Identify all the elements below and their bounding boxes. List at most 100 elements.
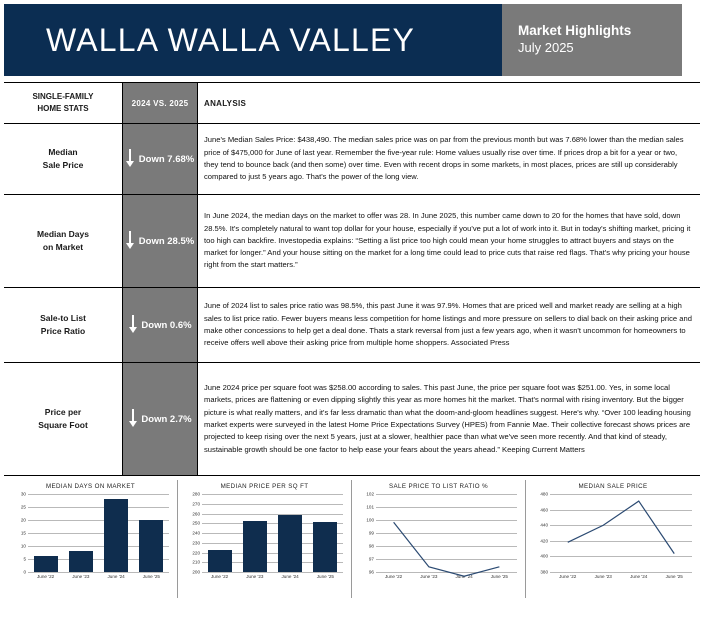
chart-title: SALE PRICE TO LIST RATIO % — [389, 483, 488, 490]
chart-y-tick-label: 250 — [192, 520, 200, 526]
row-label-line1: Median Days — [37, 229, 89, 240]
chart-plot-area: 200 210 220 230 240 250 260 270 280 — [192, 492, 343, 575]
chart-gridline — [28, 494, 169, 495]
chart-x-axis: June '22 June '23 June '24 June '25 — [550, 574, 692, 579]
chart-y-tick-label: 99 — [368, 530, 374, 536]
chart-plot-area: 0 5 10 15 20 25 30 — [21, 492, 169, 575]
chart-x-tick-label: June '22 — [559, 574, 577, 579]
chart-gridline — [202, 503, 343, 505]
chart-gridline — [550, 540, 692, 542]
column-header-stat-line2: HOME STATS — [37, 104, 89, 113]
column-header-stat: SINGLE-FAMILY HOME STATS — [4, 83, 122, 123]
chart-title: MEDIAN SALE PRICE — [578, 483, 648, 490]
chart-x-tick-label: June '23 — [594, 574, 612, 579]
analysis-text: June's Median Sales Price: $438,490. The… — [204, 135, 684, 182]
chart-gridline — [550, 494, 692, 495]
chart-gridline — [376, 559, 517, 560]
chart-bar — [313, 522, 338, 572]
chart-x-axis: June '22 June '23 June '24 June '25 — [202, 574, 343, 579]
chart-gridline — [202, 552, 343, 554]
chart-gridline — [202, 523, 343, 525]
chart-gridline — [28, 572, 169, 573]
column-header-change: 2024 VS. 2025 — [122, 83, 198, 123]
chart-median-sale-price: MEDIAN SALE PRICE 380 400 420 440 460 480 Jun… — [526, 480, 700, 598]
chart-y-tick-label: 270 — [192, 501, 200, 507]
change-cell: Down 7.68% — [122, 124, 198, 194]
chart-gridline — [202, 513, 343, 515]
market-highlights-page: WALLA WALLA VALLEY Market Highlights Jul… — [0, 4, 704, 598]
chart-bar — [139, 520, 164, 572]
table-header-row: SINGLE-FAMILY HOME STATS 2024 VS. 2025 A… — [4, 83, 700, 124]
chart-title: MEDIAN PRICE PER SQ FT — [220, 483, 309, 490]
chart-gridline — [202, 494, 343, 495]
chart-y-tick-label: 380 — [540, 569, 548, 575]
chart-x-axis: June '22 June '23 June '24 June '25 — [28, 574, 169, 579]
chart-gridline — [376, 533, 517, 534]
chart-gridline — [202, 542, 343, 544]
column-header-stat-line1: SINGLE-FAMILY — [32, 92, 94, 101]
stats-table: SINGLE-FAMILY HOME STATS 2024 VS. 2025 A… — [4, 82, 700, 476]
chart-x-tick-label: June '25 — [490, 574, 508, 579]
chart-y-tick-label: 440 — [540, 522, 548, 528]
chart-title: MEDIAN DAYS ON MARKET — [45, 483, 136, 490]
chart-line-series — [376, 494, 517, 635]
chart-bar — [207, 549, 232, 572]
chart-y-tick-label: 25 — [20, 504, 26, 510]
chart-x-tick-label: June '23 — [72, 574, 90, 579]
chart-y-tick-label: 10 — [20, 543, 26, 549]
row-label-median-days-on-market: Median Days on Market — [4, 195, 122, 287]
change-cell: Down 28.5% — [122, 195, 198, 287]
chart-bar — [104, 499, 129, 572]
chart-plot-area: 96 97 98 99 100 101 102 — [366, 492, 517, 573]
arrow-down-icon — [128, 409, 137, 429]
chart-x-tick-label: June '24 — [107, 574, 125, 579]
chart-gridline — [28, 546, 169, 547]
chart-y-tick-label: 98 — [368, 543, 374, 549]
table-row: Median Days on Market Down 28.5% In June… — [4, 195, 700, 288]
row-label-price-per-square-foot: Price per Square Foot — [4, 363, 122, 475]
column-header-analysis: ANALYSIS — [204, 98, 247, 108]
chart-x-tick-label: June '22 — [37, 574, 55, 579]
chart-y-tick-label: 200 — [192, 569, 200, 575]
chart-sale-price-to-list-ratio: SALE PRICE TO LIST RATIO % 96 97 98 99 100 10… — [352, 480, 526, 598]
chart-y-tick-label: 97 — [368, 556, 374, 562]
chart-gridline — [376, 494, 517, 495]
row-label-line2: Square Foot — [38, 420, 88, 430]
chart-y-tick-label: 20 — [20, 517, 26, 523]
chart-x-tick-label: June '23 — [246, 574, 264, 579]
row-label-line2: Price Ratio — [40, 326, 86, 336]
table-row: Sale-to List Price Ratio Down 0.6% June … — [4, 288, 700, 363]
chart-median-days-on-market: MEDIAN DAYS ON MARKET 0 5 10 15 20 25 30 June … — [4, 480, 178, 598]
chart-gridline — [376, 572, 517, 573]
table-row: Median Sale Price Down 7.68% June's Medi… — [4, 124, 700, 195]
chart-y-tick-label: 230 — [192, 540, 200, 546]
chart-plot-area: 380 400 420 440 460 480 — [540, 492, 692, 575]
chart-x-tick-label: June '22 — [385, 574, 403, 579]
chart-bars — [202, 494, 343, 572]
chart-gridline — [550, 572, 692, 573]
chart-y-tick-label: 280 — [192, 491, 200, 497]
row-label-line1: Sale-to List — [40, 313, 86, 324]
chart-x-tick-label: June '23 — [420, 574, 438, 579]
analysis-text: June 2024 price per square foot was $258… — [204, 383, 691, 454]
chart-bar — [33, 556, 58, 572]
chart-gridline — [376, 507, 517, 508]
arrow-down-icon — [128, 315, 137, 335]
chart-x-tick-label: June '22 — [211, 574, 229, 579]
chart-x-tick-label: June '24 — [281, 574, 299, 579]
chart-y-tick-label: 101 — [366, 504, 374, 510]
analysis-cell: June 2024 price per square foot was $258… — [198, 363, 700, 475]
row-label-line1: Median — [48, 147, 78, 158]
chart-gridline — [550, 525, 692, 527]
chart-y-tick-label: 220 — [192, 550, 200, 555]
chart-y-tick-label: 30 — [20, 491, 26, 497]
chart-line-series — [550, 494, 692, 636]
change-cell: Down 0.6% — [122, 288, 198, 362]
chart-y-tick-label: 100 — [366, 517, 374, 523]
chart-x-tick-label: June '24 — [630, 574, 648, 579]
chart-y-tick-label: 0 — [23, 569, 26, 575]
row-label-sale-to-list-price-ratio: Sale-to List Price Ratio — [4, 288, 122, 362]
analysis-cell: June's Median Sales Price: $438,490. The… — [198, 124, 700, 194]
chart-y-tick-label: 460 — [540, 507, 548, 513]
chart-y-tick-label: 400 — [540, 553, 548, 559]
